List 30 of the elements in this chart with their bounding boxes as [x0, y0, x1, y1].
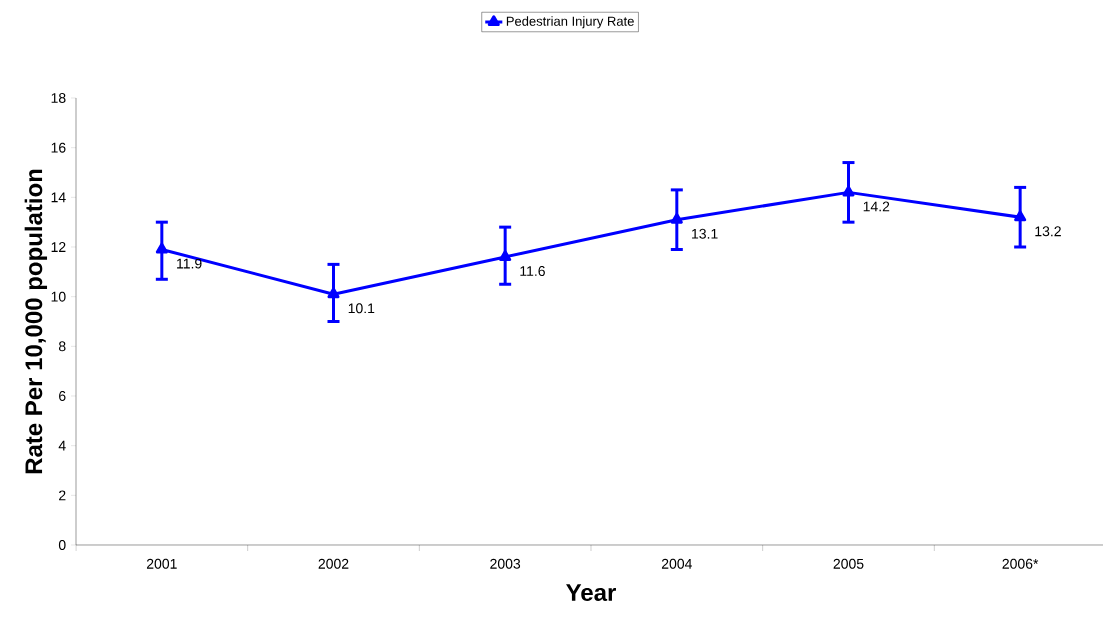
x-tick-label: 2006*: [1002, 558, 1039, 569]
y-tick-label: 10: [51, 291, 66, 302]
y-tick-label: 4: [58, 440, 66, 451]
data-label: 14.2: [863, 201, 890, 212]
y-tick-label: 8: [58, 341, 66, 352]
data-label: 13.1: [692, 228, 718, 239]
point: [327, 287, 340, 299]
legend-label: Pedestrian Injury Rate: [506, 16, 634, 29]
y-tick-label: 14: [51, 192, 66, 203]
x-axis-title: Year: [566, 584, 616, 602]
y-tick-label: 16: [51, 142, 66, 153]
x-tick-label: 2003: [490, 558, 521, 569]
x-tick-label: 2005: [833, 558, 864, 569]
y-tick-label: 6: [59, 391, 66, 401]
point: [155, 242, 168, 254]
data-label: 11.6: [520, 266, 545, 277]
point: [1014, 210, 1027, 222]
y-tick-label: 0: [58, 540, 66, 550]
x-tick-label: 2001: [146, 558, 177, 569]
point: [670, 212, 683, 224]
y-tick-label: 12: [51, 242, 66, 252]
x-tick-label: 2004: [661, 558, 692, 569]
y-tick-label: 18: [51, 93, 66, 103]
x-tick-label: 2002: [318, 558, 349, 569]
point: [499, 250, 512, 262]
data-label: 13.2: [1035, 226, 1061, 237]
y-axis-title: Rate Per 10,000 population: [24, 169, 48, 474]
data-label: 10.1: [348, 303, 375, 314]
y-tick-label: 2: [59, 490, 66, 501]
data-label: 11.9: [177, 258, 202, 269]
